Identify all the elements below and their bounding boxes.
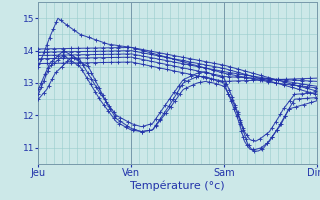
X-axis label: Température (°c): Température (°c) [130,181,225,191]
